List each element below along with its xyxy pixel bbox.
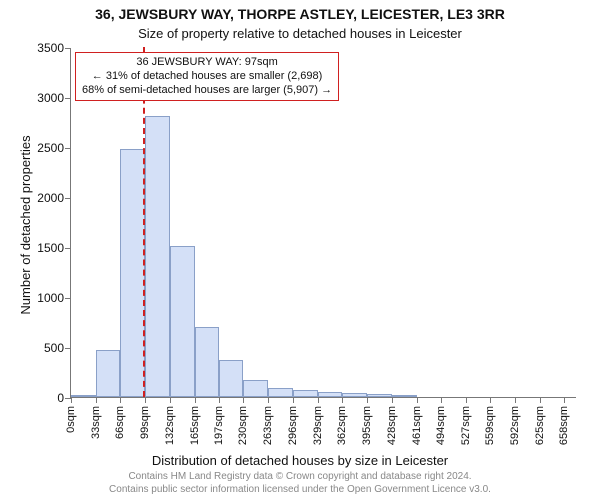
x-tick-label: 428sqm	[386, 406, 398, 445]
x-tick-label: 66sqm	[114, 406, 126, 439]
histogram-bar	[318, 392, 343, 397]
x-tick	[293, 397, 294, 403]
y-tick-label: 500	[44, 341, 64, 355]
y-tick-label: 2500	[37, 141, 64, 155]
x-tick	[120, 397, 121, 403]
x-tick-label: 230sqm	[237, 406, 249, 445]
y-tick	[65, 198, 71, 199]
y-axis-label: Number of detached properties	[18, 50, 33, 400]
callout-line: ← 31% of detached houses are smaller (2,…	[82, 70, 332, 84]
x-tick	[392, 397, 393, 403]
x-tick	[318, 397, 319, 403]
attribution-line: Contains public sector information licen…	[0, 484, 600, 497]
y-tick-label: 3500	[37, 41, 64, 55]
chart-container: { "header": { "title_line1": "36, JEWSBU…	[0, 0, 600, 500]
x-tick	[243, 397, 244, 403]
x-tick	[564, 397, 565, 403]
y-tick-label: 2000	[37, 191, 64, 205]
x-tick-label: 329sqm	[312, 406, 324, 445]
histogram-bar	[195, 327, 220, 397]
x-tick-label: 625sqm	[534, 406, 546, 445]
histogram-bar	[367, 394, 392, 397]
histogram-bar	[243, 380, 268, 397]
page-title: 36, JEWSBURY WAY, THORPE ASTLEY, LEICEST…	[0, 6, 600, 22]
x-tick	[441, 397, 442, 403]
y-tick-label: 1000	[37, 291, 64, 305]
x-tick	[71, 397, 72, 403]
histogram-bar	[392, 395, 417, 397]
x-tick-label: 559sqm	[484, 406, 496, 445]
x-tick	[145, 397, 146, 403]
histogram-bar	[170, 246, 195, 397]
x-tick-label: 592sqm	[509, 406, 521, 445]
x-tick	[342, 397, 343, 403]
attribution: Contains HM Land Registry data © Crown c…	[0, 471, 600, 496]
x-tick-label: 527sqm	[460, 406, 472, 445]
y-tick	[65, 348, 71, 349]
x-tick	[170, 397, 171, 403]
y-tick-label: 1500	[37, 241, 64, 255]
x-tick-label: 461sqm	[411, 406, 423, 445]
x-tick-label: 132sqm	[164, 406, 176, 445]
histogram-bar	[71, 395, 96, 397]
x-tick-label: 165sqm	[189, 406, 201, 445]
histogram-bar	[120, 149, 145, 397]
callout-box: 36 JEWSBURY WAY: 97sqm← 31% of detached …	[75, 52, 339, 101]
x-tick-label: 395sqm	[361, 406, 373, 445]
histogram-bar	[145, 116, 170, 397]
x-tick	[490, 397, 491, 403]
x-tick-label: 99sqm	[139, 406, 151, 439]
x-tick	[540, 397, 541, 403]
y-tick	[65, 98, 71, 99]
x-tick	[515, 397, 516, 403]
x-tick-label: 296sqm	[287, 406, 299, 445]
y-tick	[65, 148, 71, 149]
histogram-plot: 05001000150020002500300035000sqm33sqm66s…	[70, 48, 576, 398]
callout-line: 36 JEWSBURY WAY: 97sqm	[82, 56, 332, 70]
x-tick-label: 658sqm	[558, 406, 570, 445]
x-tick	[417, 397, 418, 403]
x-tick-label: 0sqm	[65, 406, 77, 433]
y-tick-label: 3000	[37, 91, 64, 105]
x-tick	[367, 397, 368, 403]
x-tick	[268, 397, 269, 403]
histogram-bar	[268, 388, 293, 398]
callout-line: 68% of semi-detached houses are larger (…	[82, 84, 332, 98]
x-tick	[195, 397, 196, 403]
x-tick-label: 33sqm	[90, 406, 102, 439]
x-tick-label: 494sqm	[435, 406, 447, 445]
histogram-bar	[96, 350, 121, 397]
attribution-line: Contains HM Land Registry data © Crown c…	[0, 471, 600, 484]
x-tick-label: 197sqm	[213, 406, 225, 445]
x-tick	[96, 397, 97, 403]
histogram-bar	[342, 393, 367, 397]
x-axis-label: Distribution of detached houses by size …	[0, 453, 600, 468]
histogram-bar	[219, 360, 244, 397]
x-tick	[466, 397, 467, 403]
y-tick-label: 0	[57, 391, 64, 405]
x-tick-label: 362sqm	[336, 406, 348, 445]
y-tick	[65, 248, 71, 249]
y-tick	[65, 48, 71, 49]
x-tick-label: 263sqm	[262, 406, 274, 445]
page-subtitle: Size of property relative to detached ho…	[0, 26, 600, 41]
x-tick	[219, 397, 220, 403]
y-tick	[65, 298, 71, 299]
histogram-bar	[293, 390, 318, 398]
